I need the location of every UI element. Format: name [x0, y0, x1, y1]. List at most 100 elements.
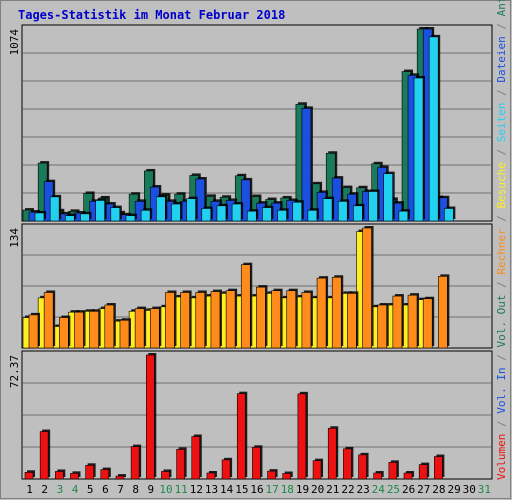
bar-volumen-day-16 — [252, 445, 263, 480]
x-tick-label: 7 — [117, 483, 124, 496]
bar-face — [353, 205, 363, 222]
chart-title: Tages-Statistik im Monat Februar 2018 — [18, 8, 285, 22]
bar-volumen-day-13 — [206, 471, 217, 480]
bar-rechner-day-8 — [134, 306, 147, 349]
bar-seiten-day-12 — [201, 206, 213, 222]
bar-volumen-day-5 — [85, 463, 96, 480]
bar-rechner-day-9 — [149, 306, 162, 349]
bar-rechner-day-27 — [422, 296, 435, 349]
bar-face — [358, 454, 367, 480]
bar-face — [252, 447, 261, 480]
bar-face — [373, 472, 383, 480]
bar-face — [59, 317, 69, 349]
bar-face — [191, 436, 201, 480]
legend-entry: Rechner — [495, 228, 508, 275]
bar-face — [347, 293, 357, 349]
bar-face — [307, 209, 318, 222]
x-tick-label: 6 — [102, 483, 109, 496]
bar-seiten-day-22 — [353, 203, 365, 222]
bar-rechner-day-5 — [89, 309, 101, 349]
x-tick-label: 16 — [250, 483, 263, 496]
x-tick-label: 21 — [326, 483, 339, 496]
legend-entry: Seiten — [495, 102, 508, 142]
bar-volumen-day-15 — [236, 391, 248, 480]
bar-face — [65, 215, 75, 222]
bar-volumen-day-24 — [373, 471, 384, 480]
x-tick-label: 23 — [357, 483, 370, 496]
legend-entry: / — [495, 348, 508, 368]
bar-face — [110, 207, 121, 222]
bar-seiten-day-10 — [171, 202, 183, 222]
x-tick-label: 8 — [132, 483, 139, 496]
bar-face — [210, 291, 221, 349]
bar-rechner-day-13 — [210, 289, 222, 349]
bar-rechner-day-16 — [256, 285, 268, 349]
x-tick-label: 4 — [72, 483, 79, 496]
bar-face — [206, 472, 216, 480]
bar-face — [49, 196, 60, 222]
bar-seiten-day-3 — [65, 213, 77, 222]
legend-entry: / — [495, 208, 508, 228]
bar-rechner-day-11 — [180, 290, 192, 349]
bar-face — [322, 198, 333, 222]
bar-seiten-day-9 — [155, 194, 168, 222]
x-tick-label: 17 — [266, 483, 279, 496]
bar-face — [231, 203, 242, 222]
bar-face — [271, 290, 281, 349]
bar-volumen-day-22 — [343, 446, 354, 480]
bar-rechner-day-15 — [240, 262, 253, 349]
bar-rechner-day-23 — [362, 226, 374, 349]
y-max-label: 72.37 — [8, 355, 21, 388]
bar-rechner-day-4 — [74, 310, 86, 349]
bar-rechner-day-1 — [28, 312, 40, 349]
x-tick-label: 12 — [190, 483, 203, 496]
bar-face — [413, 77, 424, 222]
bar-face — [301, 292, 312, 349]
bar-face — [327, 427, 337, 480]
x-tick-label: 29 — [447, 483, 460, 496]
bar-rechner-day-10 — [165, 290, 177, 349]
bar-rechner-day-21 — [331, 275, 344, 349]
bar-face — [216, 205, 227, 222]
x-tick-label: 11 — [175, 483, 188, 496]
bar-rechner-day-26 — [407, 293, 420, 349]
bar-seiten-day-13 — [216, 203, 228, 222]
bar-volumen-day-14 — [221, 457, 233, 480]
x-tick-label: 13 — [205, 483, 218, 496]
legend-entry: Anfragen — [495, 0, 508, 16]
bar-rechner-day-17 — [271, 288, 283, 349]
bar-seiten-day-2 — [49, 194, 62, 222]
bar-face — [286, 290, 297, 349]
bar-face — [368, 191, 378, 222]
bar-face — [171, 203, 181, 222]
x-tick-label: 30 — [463, 483, 476, 496]
bar-rechner-day-18 — [286, 288, 298, 349]
bar-face — [39, 431, 49, 480]
bar-face — [225, 290, 236, 349]
panel-requests: 1074 — [8, 24, 493, 222]
bar-face — [74, 311, 84, 349]
bar-rechner-day-12 — [195, 290, 207, 349]
x-tick-label: 18 — [281, 483, 294, 496]
bar-volumen-day-28 — [434, 454, 445, 480]
bar-seiten-day-26 — [413, 75, 426, 222]
bar-volumen-day-23 — [358, 452, 369, 480]
bar-seiten-day-25 — [398, 209, 410, 222]
bar-volumen-day-26 — [403, 471, 415, 480]
bar-face — [221, 459, 231, 480]
x-tick-label: 1 — [26, 483, 33, 496]
bar-seiten-day-8 — [140, 208, 153, 222]
bar-face — [438, 276, 448, 349]
bar-volumen-day-2 — [39, 429, 51, 480]
bar-face — [155, 196, 166, 222]
legend-entry: / — [495, 142, 508, 162]
bar-rechner-day-14 — [225, 288, 238, 349]
bar-rechner-day-25 — [392, 294, 404, 349]
x-tick-label: 28 — [432, 483, 445, 496]
bar-volumen-day-25 — [388, 460, 399, 480]
bar-volumen-day-9 — [145, 353, 157, 480]
bar-volumen-day-27 — [418, 462, 430, 480]
bar-seiten-day-15 — [246, 209, 259, 222]
bar-seiten-day-19 — [307, 208, 319, 222]
